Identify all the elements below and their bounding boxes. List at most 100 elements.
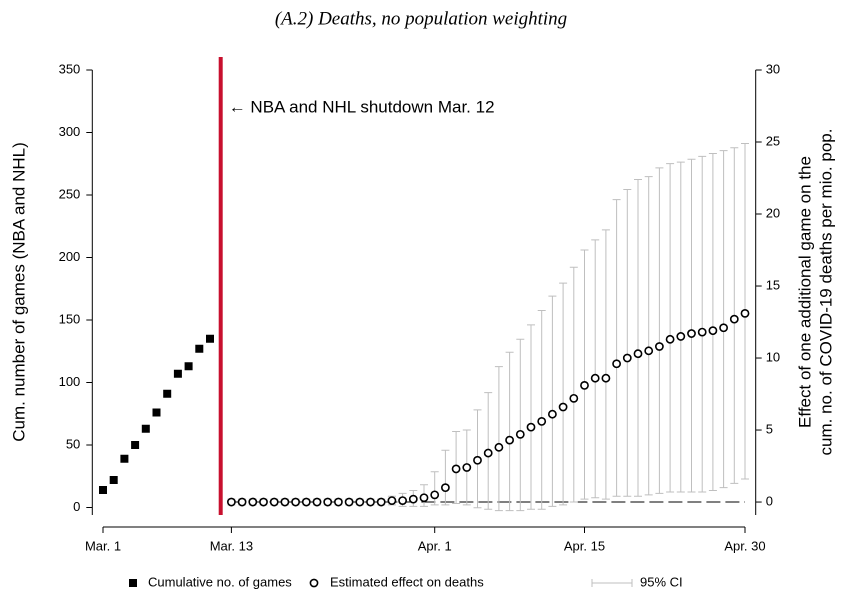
legend-marker (591, 579, 633, 587)
ci-bar (623, 189, 632, 497)
ci-bar (655, 167, 664, 494)
y-tick-label: 250 (59, 186, 81, 201)
ci-bar (676, 161, 685, 493)
legend-marker (129, 579, 137, 587)
effect-point (259, 497, 268, 507)
effect-point (590, 373, 600, 383)
effect-point (398, 496, 407, 505)
effect-point (622, 353, 632, 363)
x-tick-label: Mar. 13 (210, 538, 253, 553)
effect-point (291, 497, 300, 507)
ci-bar (494, 366, 503, 512)
effect-point (473, 455, 482, 465)
effect-point (505, 435, 514, 445)
ci-bar (516, 338, 525, 512)
y2-tick-label: 20 (766, 205, 780, 220)
ci-bar (644, 176, 653, 496)
event-label: ← NBA and NHL shutdown Mar. 12 (229, 97, 495, 116)
ci-bar (634, 178, 642, 497)
effect-point (387, 496, 397, 505)
x-tick-label: Apr. 15 (564, 538, 605, 553)
effect-point (355, 497, 365, 507)
chart-title: (A.2) Deaths, no population weighting (275, 8, 567, 29)
games-point (195, 344, 204, 353)
effect-point (430, 490, 440, 500)
effect-point (226, 497, 236, 507)
games-point (206, 334, 214, 343)
y-axis-label: Cum. number of games (NBA and NHL) (9, 142, 28, 442)
y-tick-label: 200 (59, 249, 81, 264)
ci-bar (687, 158, 696, 493)
games-point (120, 454, 129, 463)
ci-bar (719, 150, 728, 489)
y2-axis-label: cum. no. of COVID-19 deaths per mio. pop… (816, 129, 835, 456)
y2-axis-label: Effect of one additional game on the (795, 156, 814, 428)
games-point (152, 408, 161, 417)
ci-bar (666, 163, 675, 493)
games-point (173, 369, 182, 378)
effect-point (633, 349, 643, 359)
x-tick-label: Apr. 1 (418, 538, 452, 553)
effect-point (665, 334, 675, 344)
y-tick-label: 300 (59, 124, 81, 139)
effect-point (580, 380, 589, 390)
effect-point (719, 323, 728, 333)
effect-point (601, 373, 611, 383)
effect-point (655, 342, 664, 351)
effect-point (537, 416, 547, 426)
y2-tick-label: 30 (766, 61, 780, 76)
ci-bar (612, 199, 621, 497)
y2-tick-label: 25 (766, 133, 780, 148)
effect-point (451, 464, 461, 474)
y2-tick-label: 0 (766, 493, 773, 508)
ci-bar (430, 471, 439, 506)
effect-point (366, 497, 375, 507)
y2-tick-label: 5 (766, 421, 773, 436)
legend-label: 95% CI (640, 574, 683, 589)
effect-point (323, 497, 333, 507)
ci-bar (559, 282, 568, 506)
ci-bar (441, 449, 450, 506)
y-tick-label: 100 (59, 374, 81, 389)
games-point (131, 441, 140, 449)
effect-point (483, 448, 493, 458)
effect-point (312, 497, 322, 507)
games-point (99, 486, 107, 494)
effect-point (269, 497, 279, 507)
effect-point (740, 308, 750, 318)
effect-point (644, 346, 654, 356)
ci-bar (580, 249, 589, 500)
ci-bar (537, 310, 546, 510)
ci-bar (591, 239, 600, 499)
y2-tick-label: 15 (766, 277, 780, 292)
ci-bar (708, 153, 717, 492)
effect-point (237, 497, 247, 507)
ci-bar (548, 295, 557, 507)
ci-bar (569, 266, 578, 503)
effect-point (408, 494, 418, 504)
effect-point (440, 483, 450, 493)
effect-point (344, 497, 354, 507)
x-tick-label: Apr. 30 (724, 538, 765, 553)
effect-point (729, 314, 739, 324)
legend-label: Estimated effect on deaths (330, 574, 484, 589)
effect-point (301, 497, 311, 507)
games-point (163, 389, 172, 398)
effect-point (419, 493, 429, 503)
games-point (184, 362, 193, 371)
effect-point (376, 497, 386, 507)
effect-point (494, 442, 504, 452)
effect-point (280, 497, 290, 507)
ci-bar (698, 155, 707, 493)
effect-point (548, 409, 557, 419)
ci-bar (601, 229, 610, 500)
effect-point (612, 359, 621, 369)
effect-point (462, 463, 472, 472)
effect-point (526, 422, 536, 432)
effect-point (248, 497, 258, 507)
games-point (109, 476, 118, 484)
legend-marker (309, 578, 319, 588)
y-tick-label: 50 (66, 436, 80, 451)
effect-point (687, 329, 696, 338)
effect-point (515, 429, 525, 439)
